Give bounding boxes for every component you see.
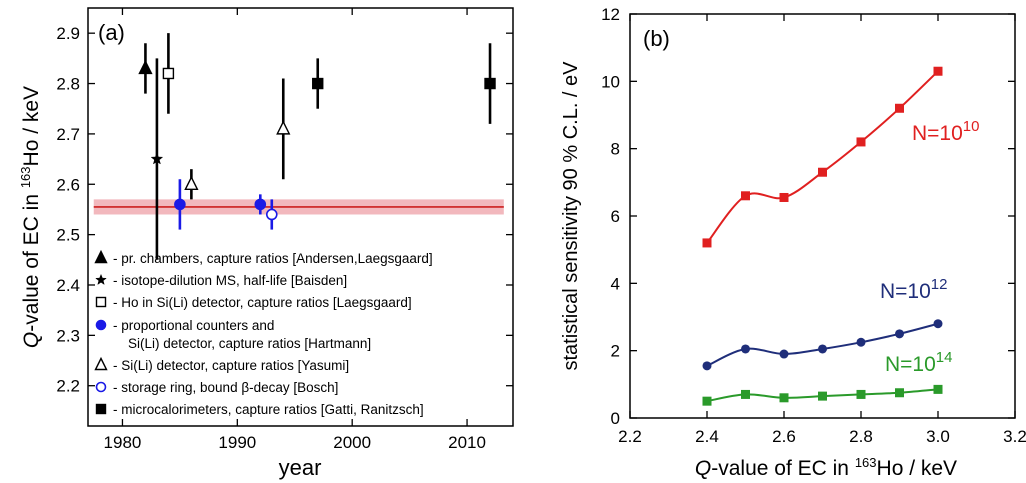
data-point [856,137,866,147]
panel-b-ticks: 2.2 2.4 2.6 2.8 3.0 3.2 0 2 4 6 8 10 12 [601,5,1026,446]
y-tick-label: 0 [611,409,620,428]
y-tick-label: 4 [611,274,620,293]
data-point [254,198,267,211]
data-point [741,191,750,201]
legend-label-continued: Si(Li) detector, capture ratios [Hartman… [128,336,371,351]
panel-b-series-labels: N=1010 N=1012 N=1014 [880,118,979,376]
data-point [702,396,712,406]
x-tick-label: 2010 [448,433,486,452]
series-label: N=1014 [885,349,952,376]
data-point [856,337,866,347]
data-point [933,384,943,394]
panel-a-label: (a) [98,20,125,45]
legend-marker [95,296,107,308]
legend-label: - pr. chambers, capture ratios [Andersen… [113,251,433,266]
data-point [779,192,789,202]
y-tick-label: 2.7 [56,125,80,144]
x-tick-label: 3.0 [926,427,950,446]
x-tick-label: 3.2 [1003,427,1026,446]
legend-label: - storage ring, bound β-decay [Bosch] [113,380,338,395]
data-point [779,349,789,359]
y-tick-label: 2.4 [56,276,80,295]
y-tick-label: 2.9 [56,24,80,43]
y-tick-label: 8 [611,140,620,159]
data-point [856,389,866,399]
legend-marker [95,319,107,331]
y-tick-label: 2.3 [56,326,80,345]
data-point [818,391,827,401]
legend-label: - proportional counters and [113,318,274,333]
data-point [150,152,164,165]
series-label: N=1012 [880,276,947,303]
x-tick-label: 2.4 [695,427,719,446]
legend-label: - Ho in Si(Li) detector, capture ratios … [113,295,412,310]
panel-a-legend: - pr. chambers, capture ratios [Andersen… [94,249,433,417]
data-point [162,67,175,80]
reference-band [93,199,504,215]
data-point [484,77,496,90]
panel-b-plot-frame [629,13,1016,419]
panel-a-x-axis-label: year [279,455,322,480]
panel-b-label: (b) [643,26,670,51]
x-tick-label: 2000 [333,433,371,452]
y-tick-label: 12 [601,5,620,24]
data-point [702,361,712,371]
panel-b: 2.2 2.4 2.6 2.8 3.0 3.2 0 2 4 6 8 10 12 N=1010 N=1012… [560,5,1026,480]
legend-marker [94,356,108,371]
panel-b-x-axis-label: Q-value of EC in 163Ho / keV [695,455,957,480]
series-label: N=1010 [912,118,979,145]
y-tick-label: 2.8 [56,75,80,94]
x-tick-label: 2.2 [618,427,642,446]
data-point [265,208,278,221]
data-point [741,389,750,399]
panel-a-data-points [138,33,496,260]
data-point [174,198,186,211]
data-point [702,238,712,248]
legend-marker [94,249,108,264]
legend-marker [95,403,107,415]
y-tick-label: 2 [611,342,620,361]
data-point [933,66,943,76]
y-tick-label: 2.5 [56,226,80,245]
legend-label: - isotope-dilution MS, half-life [Baisde… [113,273,347,288]
data-point [779,393,789,403]
legend-marker [95,381,107,393]
panel-a-y-axis-label: Q-value of EC in 163Ho / keV [18,86,43,348]
panel-b-y-axis-label: statistical sensitivity 90 % C.L. / eV [560,61,582,371]
panel-a: 1980 1990 2000 2010 2.2 2.3 2.4 2.5 2.6 2.7 2.8 2.9… [18,7,514,480]
data-point [895,388,904,398]
data-point [818,167,827,177]
data-point [818,344,827,354]
panel-b-curves [702,66,943,406]
data-point [895,103,904,113]
legend-label: - Si(Li) detector, capture ratios [Yasum… [113,358,349,373]
y-tick-label: 10 [601,72,620,91]
data-point [741,344,750,354]
x-tick-label: 2.8 [849,427,873,446]
y-tick-label: 2.2 [56,377,80,396]
legend-label: - microcalorimeters, capture ratios [Gat… [113,402,424,417]
data-point [138,59,153,75]
y-tick-label: 6 [611,207,620,226]
x-tick-label: 1990 [218,433,256,452]
panel-a-plot-frame [87,7,514,427]
data-point [933,319,943,329]
data-point [312,77,324,90]
data-point [895,329,904,339]
panel-a-ticks: 1980 1990 2000 2010 2.2 2.3 2.4 2.5 2.6 2.7 2.8 2.9 [56,8,513,452]
data-point [276,120,291,135]
legend-marker [95,273,107,285]
data-point [184,175,199,190]
y-tick-label: 2.6 [56,175,80,194]
x-tick-label: 1980 [104,433,142,452]
x-tick-label: 2.6 [772,427,796,446]
series-curve [706,70,939,244]
